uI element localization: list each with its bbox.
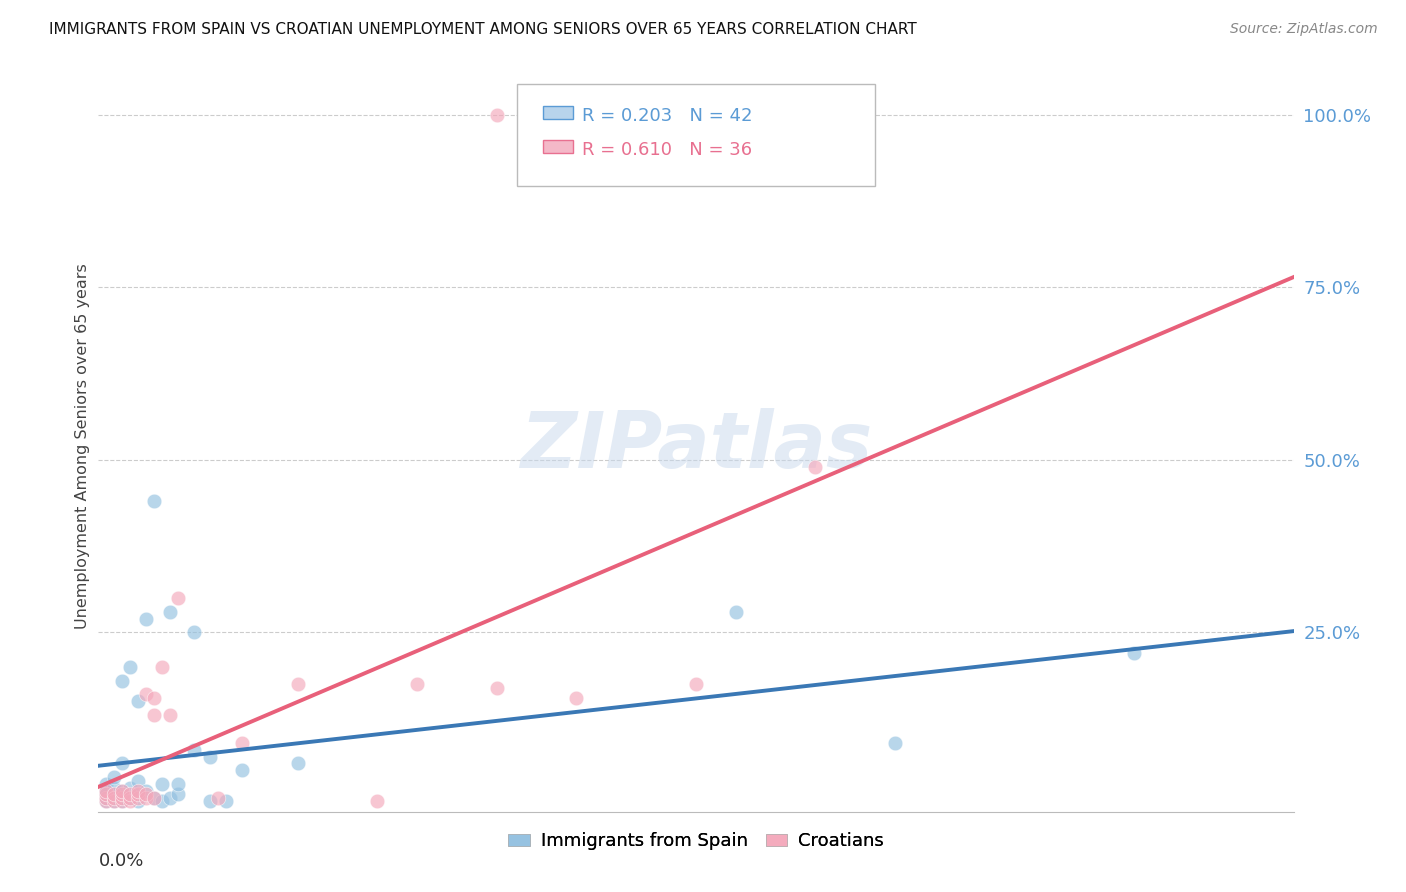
Point [96,794,118,808]
Point [127,784,149,798]
Point [111,794,134,808]
Y-axis label: Unemployment Among Seniors over 65 years: Unemployment Among Seniors over 65 years [75,263,90,629]
Point [198,749,221,764]
Point [406,677,429,691]
FancyBboxPatch shape [543,106,572,119]
Text: 0.0%: 0.0% [98,852,143,870]
Text: ZIPatlas: ZIPatlas [520,408,872,484]
Point [120,791,142,805]
Point [150,777,173,791]
Point [143,791,166,805]
Point [135,784,157,798]
Point [135,687,157,701]
Point [96,777,118,791]
Point [103,788,125,802]
Point [96,788,118,802]
Point [127,788,149,802]
Point [150,660,173,674]
Point [485,108,508,122]
Point [96,784,118,798]
Point [287,756,309,771]
Point [485,681,508,695]
Point [103,788,125,802]
Point [804,459,827,474]
Point [103,780,125,795]
FancyBboxPatch shape [543,140,572,153]
Point [96,791,118,805]
Point [1123,646,1146,660]
Text: Source: ZipAtlas.com: Source: ZipAtlas.com [1230,22,1378,37]
Point [111,673,134,688]
Point [231,736,253,750]
Point [127,773,149,788]
Point [96,794,118,808]
Point [135,791,157,805]
Point [127,694,149,708]
Point [96,784,118,798]
Point [884,736,907,750]
Point [120,780,142,795]
Point [183,625,205,640]
Point [366,794,388,808]
Point [111,794,134,808]
Text: IMMIGRANTS FROM SPAIN VS CROATIAN UNEMPLOYMENT AMONG SENIORS OVER 65 YEARS CORRE: IMMIGRANTS FROM SPAIN VS CROATIAN UNEMPL… [49,22,917,37]
Point [96,791,118,805]
Point [120,788,142,802]
Point [111,784,134,798]
Point [207,791,229,805]
Legend: Immigrants from Spain, Croatians: Immigrants from Spain, Croatians [501,825,891,857]
Point [183,742,205,756]
Point [127,794,149,808]
Point [724,605,747,619]
Point [215,794,238,808]
Point [111,784,134,798]
Point [167,788,190,802]
Point [159,708,181,723]
Point [111,791,134,805]
Point [111,756,134,771]
Point [120,791,142,805]
FancyBboxPatch shape [517,84,876,186]
Text: R = 0.203   N = 42: R = 0.203 N = 42 [582,107,754,126]
Point [127,791,149,805]
Point [127,788,149,802]
Point [565,690,588,705]
Point [120,660,142,674]
Point [103,791,125,805]
Point [135,611,157,625]
Point [103,791,125,805]
Point [198,794,221,808]
Point [167,777,190,791]
Point [685,677,707,691]
Point [150,794,173,808]
Point [111,791,134,805]
Point [103,794,125,808]
Point [111,788,134,802]
Point [143,708,166,723]
Point [159,791,181,805]
Point [96,788,118,802]
Point [143,690,166,705]
Point [143,494,166,508]
Point [159,605,181,619]
Point [231,764,253,778]
Text: R = 0.610   N = 36: R = 0.610 N = 36 [582,141,752,159]
Point [287,677,309,691]
Point [135,788,157,802]
Point [143,791,166,805]
Point [103,794,125,808]
Point [120,794,142,808]
Point [167,591,190,605]
Point [103,770,125,784]
